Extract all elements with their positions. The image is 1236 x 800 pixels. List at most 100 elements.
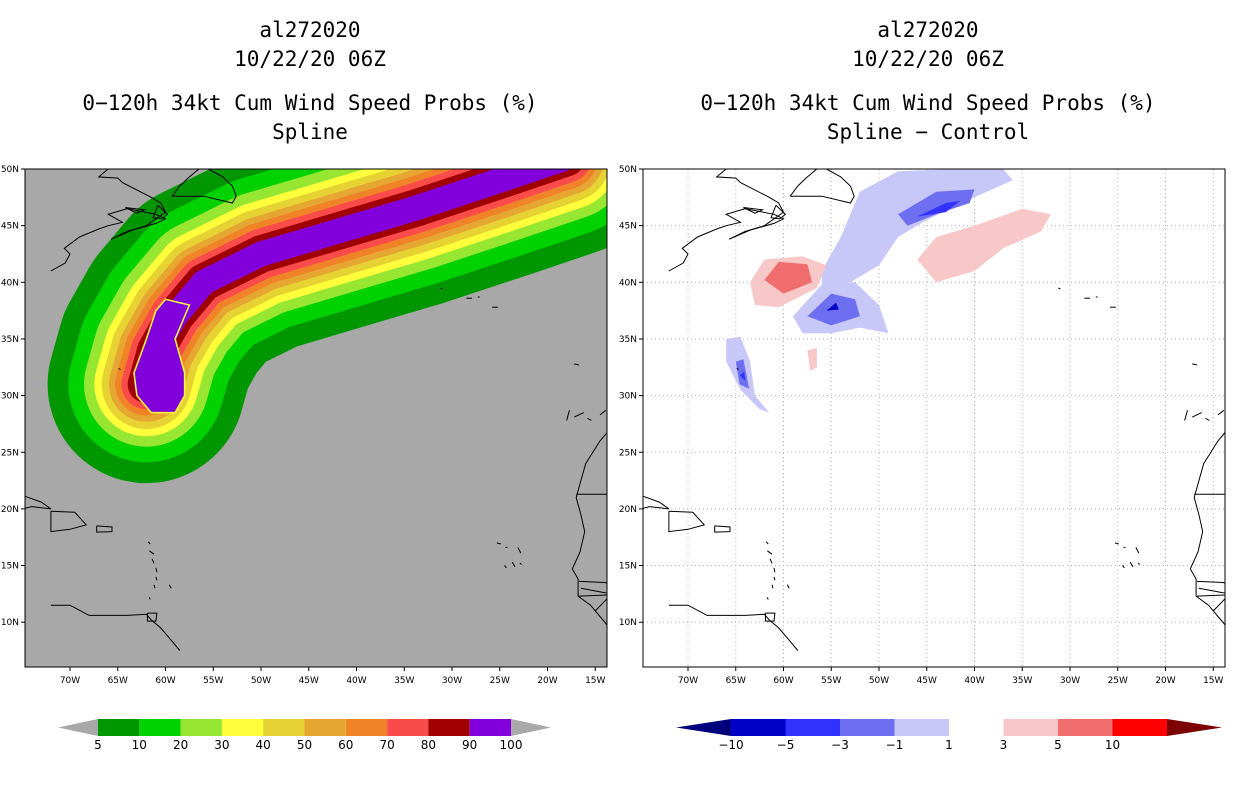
right-datetime: 10/22/20 06Z (852, 47, 1004, 71)
colorbar-extend-low (58, 719, 98, 736)
y-tick-label: 20N (1, 505, 19, 515)
colorbar-bin (1058, 719, 1113, 736)
colorbar-label: 1 (945, 738, 953, 752)
coastline-segment (578, 594, 607, 597)
coastline-segment (643, 495, 670, 510)
y-tick-label: 35N (1, 335, 19, 345)
coastline-segment (566, 410, 570, 421)
colorbar-bin (469, 719, 511, 736)
colorbar-bin (345, 719, 388, 736)
coastline-segment (50, 510, 88, 533)
colorbar-label: −1 (886, 738, 904, 752)
colorbar-label: 10 (1105, 738, 1120, 752)
colorbar-bin (139, 719, 181, 736)
y-tick-label: 35N (619, 335, 637, 345)
right-subtitle: Spline − Control (827, 120, 1029, 144)
coastline-segment (1232, 422, 1236, 424)
coastline-segment (668, 510, 706, 533)
pos-patch (807, 348, 817, 371)
x-tick-label: 40W (346, 676, 366, 686)
right-colorbar: −10 −5 −3 −1 1 3 5 10 (676, 719, 1222, 752)
colorbar-label: 5 (94, 738, 102, 752)
pos-core-mid (764, 261, 813, 294)
coastline-segment (147, 541, 151, 545)
x-tick-label: 40W (964, 676, 984, 686)
x-tick-label: 30W (442, 676, 462, 686)
colorbar-bin (387, 719, 429, 736)
colorbar-extend-high (511, 719, 551, 736)
colorbar-label: −3 (831, 738, 849, 752)
coastline-segment (504, 565, 507, 569)
colorbar-label: 3 (1000, 738, 1008, 752)
coastline-segment (1184, 410, 1188, 421)
colorbar-label: 20 (173, 738, 188, 752)
right-panel: al272020 10/22/20 06Z 0−120h 34kt Cum Wi… (619, 18, 1236, 752)
coastline-segment (587, 417, 592, 421)
coastline-segment (574, 363, 580, 366)
y-tick-label: 45N (1, 222, 19, 232)
coastline-segment (594, 598, 607, 612)
coastline-segment (50, 604, 181, 651)
colorbar-bin (1003, 719, 1058, 736)
coastline-segment (1137, 562, 1140, 565)
coastline-segment (440, 287, 443, 290)
right-title: 0−120h 34kt Cum Wind Speed Probs (%) (700, 91, 1155, 115)
coastline-segment (789, 169, 855, 204)
x-tick-label: 45W (299, 676, 319, 686)
colorbar-bin (894, 719, 949, 736)
coastline-segment (118, 367, 121, 370)
coastline-segment (1198, 587, 1225, 594)
coastline-segment (743, 207, 765, 214)
coastline-segment (1191, 412, 1203, 418)
coastline-segment (773, 567, 776, 573)
coastline-segment (1122, 565, 1125, 569)
coastline-segment (767, 550, 773, 555)
y-tick-label: 25N (619, 448, 637, 458)
coastline-segment (1194, 493, 1225, 495)
coastline-segment (125, 207, 147, 214)
left-coastlines (25, 169, 643, 651)
y-tick-label: 20N (619, 505, 637, 515)
coastline-segment (1212, 598, 1225, 612)
y-tick-label: 40N (619, 278, 637, 288)
colorbar-bin (1112, 719, 1167, 736)
x-tick-label: 65W (726, 676, 746, 686)
coastline-segment (1232, 617, 1236, 625)
coastline-segment (519, 562, 522, 565)
coastline-segment (496, 542, 501, 545)
coastline-segment (773, 576, 776, 581)
coastline-segment (786, 584, 790, 589)
left-storm-id: al272020 (259, 18, 360, 42)
y-tick-label: 10N (1, 618, 19, 628)
x-tick-label: 25W (490, 676, 510, 686)
x-tick-label: 60W (773, 676, 793, 686)
coastline-segment (769, 558, 773, 564)
left-probability-swath (47, 169, 607, 484)
coastline-segment (1129, 561, 1134, 567)
coastline-segment (149, 550, 155, 555)
right-axis-ticks: 70W 65W 60W 55W 50W 45W 40W 35W 30W 25W 20W 15W 50N 4… (619, 165, 1224, 686)
colorbar-label: 70 (379, 738, 394, 752)
coastline-segment (1114, 542, 1119, 545)
coastline-segment (1192, 363, 1198, 366)
coastline-segment (614, 422, 643, 424)
x-tick-label: 50W (251, 676, 271, 686)
swath-core-100 (133, 298, 191, 414)
coastline-segment (50, 169, 167, 272)
right-map-frame (642, 168, 1226, 668)
y-tick-label: 15N (1, 562, 19, 572)
x-tick-label: 60W (155, 676, 175, 686)
x-tick-label: 45W (917, 676, 937, 686)
y-tick-label: 15N (619, 562, 637, 572)
coastline-segment (1217, 409, 1225, 416)
left-subtitle: Spline (272, 120, 348, 144)
neg-band-dark (917, 200, 961, 217)
coastline-segment (1196, 594, 1225, 597)
coastline-segment (668, 604, 799, 651)
coastline-segment (511, 561, 516, 567)
x-tick-label: 70W (60, 676, 80, 686)
coastline-segment (1135, 547, 1140, 554)
colorbar-label: 80 (421, 738, 436, 752)
coastline-segment (152, 204, 169, 220)
